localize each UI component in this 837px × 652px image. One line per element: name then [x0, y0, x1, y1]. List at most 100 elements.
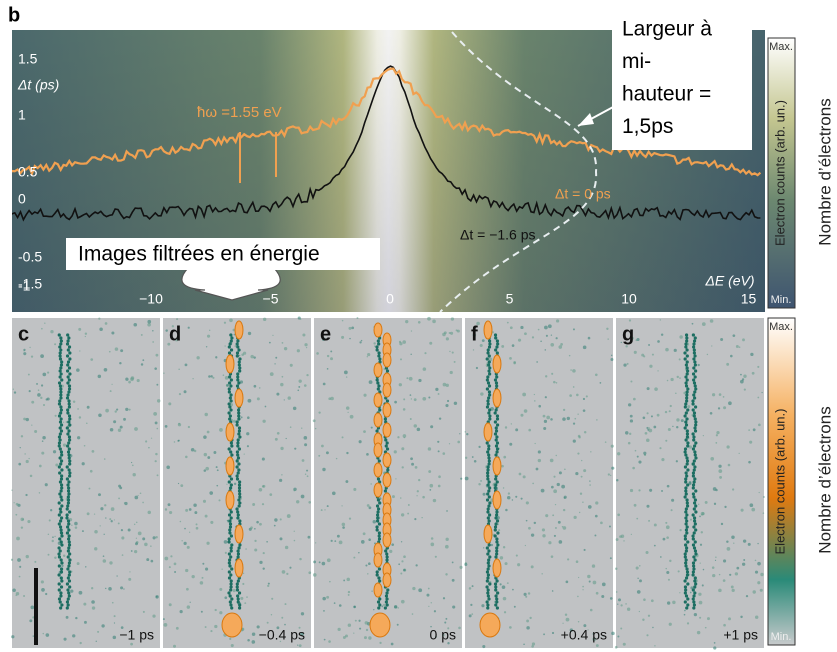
speckle: [693, 612, 698, 617]
speckle: [752, 428, 756, 432]
stripe: [385, 555, 389, 559]
speckle: [42, 403, 46, 407]
speckle: [162, 618, 165, 621]
stripe: [683, 537, 688, 541]
speckle: [699, 515, 701, 518]
speckle: [91, 600, 95, 604]
speckle: [301, 427, 303, 429]
stripe: [236, 579, 240, 583]
speckle: [304, 343, 308, 347]
stripe: [59, 477, 64, 481]
speckle: [625, 603, 627, 605]
speckle: [250, 526, 253, 529]
speckle: [628, 319, 632, 322]
speckle: [507, 492, 511, 495]
speckle: [276, 392, 280, 396]
speckle: [657, 370, 659, 372]
speckle: [578, 576, 580, 579]
speckle: [120, 626, 124, 629]
stripe: [685, 429, 689, 433]
speckle: [233, 482, 237, 486]
speckle: [396, 623, 399, 626]
stripe: [57, 573, 61, 577]
stripe: [59, 387, 63, 391]
speckle: [517, 563, 521, 567]
stripe: [57, 588, 61, 592]
speckle: [646, 412, 649, 415]
speckle: [433, 610, 437, 613]
stripe: [67, 561, 72, 565]
stripe: [684, 576, 689, 580]
speckle: [561, 526, 564, 528]
stripe: [375, 345, 379, 349]
stripe: [235, 351, 240, 355]
speckle: [403, 398, 406, 401]
speckle: [449, 350, 451, 353]
speckle: [353, 487, 357, 491]
stripe: [67, 366, 72, 370]
speckle: [450, 317, 455, 321]
speckle: [285, 437, 287, 440]
blob: [373, 482, 383, 498]
speckle: [176, 318, 179, 321]
speckle: [657, 340, 660, 343]
speckle: [19, 446, 21, 449]
speckle: [91, 606, 96, 610]
speckle: [532, 482, 534, 485]
stripe: [59, 423, 64, 427]
stripe: [236, 555, 240, 559]
stripe: [237, 426, 242, 430]
stripe: [237, 429, 242, 433]
stripe: [692, 516, 697, 520]
speckle: [163, 623, 168, 627]
stripe: [67, 543, 72, 547]
speckle: [451, 578, 455, 582]
speckle: [402, 434, 407, 438]
speckle: [702, 568, 705, 571]
stripe: [496, 531, 500, 535]
stripe: [235, 588, 240, 592]
stripe: [229, 588, 233, 592]
stripe: [683, 405, 687, 409]
speckle: [531, 336, 535, 339]
speckle: [297, 389, 300, 392]
stripe: [685, 432, 690, 436]
stripe: [237, 381, 241, 385]
stripe: [66, 498, 71, 502]
stripe: [238, 480, 242, 484]
speckle: [23, 348, 26, 352]
speckle: [205, 346, 208, 348]
stripe: [692, 555, 696, 559]
speckle: [61, 564, 64, 568]
speckle: [609, 597, 613, 600]
speckle: [583, 624, 587, 628]
stripe: [235, 465, 239, 469]
stripe: [59, 489, 63, 493]
speckle: [654, 645, 656, 647]
speckle: [700, 511, 705, 516]
stripe: [67, 537, 71, 541]
stripe: [227, 561, 231, 565]
stripe: [691, 474, 695, 478]
stripe: [227, 552, 231, 556]
stripe: [60, 378, 64, 382]
speckle: [117, 428, 122, 432]
stripe: [59, 393, 63, 397]
stripe: [375, 348, 379, 352]
stripe: [693, 540, 697, 544]
speckle: [501, 345, 505, 348]
speckle: [675, 460, 678, 463]
stripe: [375, 513, 380, 517]
speckle: [476, 321, 480, 326]
speckle: [224, 345, 226, 347]
stripe: [377, 606, 381, 610]
speckle: [180, 484, 184, 488]
speckle: [184, 527, 186, 530]
speckle: [748, 460, 751, 464]
speckle: [100, 507, 104, 511]
speckle: [644, 431, 648, 435]
stripe: [385, 552, 389, 556]
speckle: [253, 384, 257, 388]
stripe: [236, 441, 240, 445]
